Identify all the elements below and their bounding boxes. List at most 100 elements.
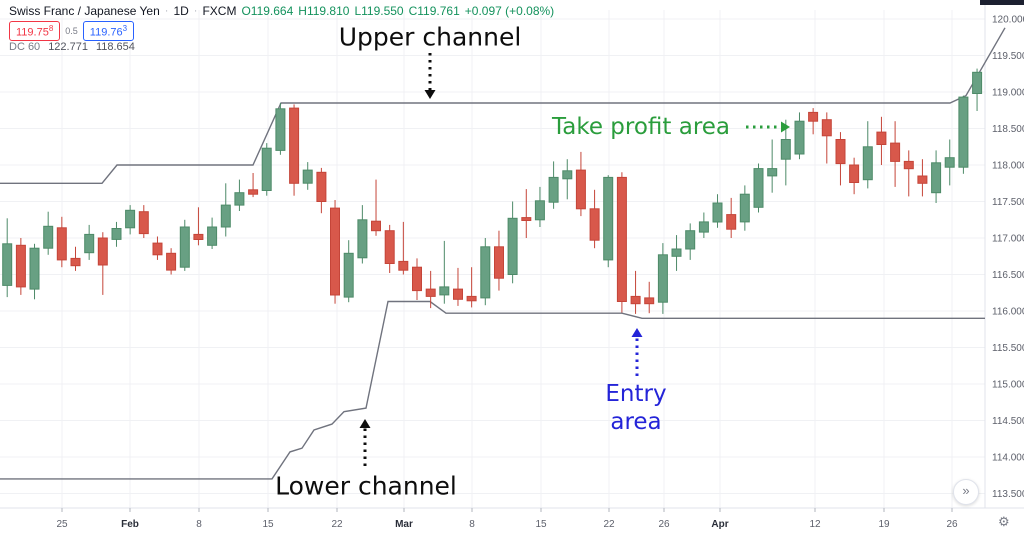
candle-up[interactable] — [548, 161, 559, 209]
candle-down[interactable] — [138, 205, 149, 238]
candle-up[interactable] — [958, 95, 969, 174]
time-axis-settings-gear-icon[interactable]: ⚙ — [998, 514, 1010, 529]
candle-up[interactable] — [753, 163, 764, 213]
candle-down[interactable] — [193, 207, 204, 246]
candle-body — [821, 119, 832, 137]
candle-body — [644, 297, 655, 305]
candle-body — [890, 142, 901, 162]
buy-button[interactable]: 119.763 — [82, 21, 135, 41]
candle-up[interactable] — [862, 121, 873, 189]
donchian-lower-line[interactable] — [0, 300, 985, 480]
candle-up[interactable] — [357, 205, 368, 264]
price-axis-label: 117.500 — [992, 197, 1024, 208]
candle-up[interactable] — [657, 243, 668, 314]
candle-down[interactable] — [616, 172, 627, 313]
candle-up[interactable] — [234, 179, 245, 211]
candle-down[interactable] — [289, 104, 300, 196]
candle-down[interactable] — [630, 270, 641, 314]
candle-up[interactable] — [480, 238, 491, 306]
candle-up[interactable] — [2, 218, 13, 298]
candle-body — [753, 168, 764, 208]
candle-down[interactable] — [330, 200, 340, 304]
separator-dot: · — [164, 5, 169, 17]
candle-up[interactable] — [944, 139, 955, 186]
candle-down[interactable] — [917, 159, 928, 197]
candle-up[interactable] — [767, 139, 778, 193]
candle-up[interactable] — [534, 186, 545, 227]
candle-down[interactable] — [152, 236, 163, 260]
candle-up[interactable] — [685, 223, 696, 260]
candle-down[interactable] — [453, 267, 463, 306]
candle-up[interactable] — [84, 224, 95, 260]
candle-up[interactable] — [794, 112, 805, 160]
candle-down[interactable] — [371, 179, 381, 236]
candle-body — [589, 208, 600, 241]
candle-down[interactable] — [644, 281, 655, 314]
lower-channel-annotation[interactable]: Lower channel — [275, 471, 457, 501]
candle-down[interactable] — [575, 151, 586, 217]
candle-up[interactable] — [111, 221, 122, 247]
candle-down[interactable] — [589, 189, 600, 249]
candle-up[interactable] — [698, 212, 709, 239]
candle-down[interactable] — [876, 116, 887, 165]
candle-body — [56, 227, 67, 261]
candle-up[interactable] — [343, 240, 354, 303]
candle-down[interactable] — [56, 216, 67, 268]
candle-up[interactable] — [671, 235, 682, 271]
candle-up[interactable] — [261, 143, 272, 196]
candle-up[interactable] — [972, 68, 983, 111]
candle-up[interactable] — [739, 185, 750, 231]
candle-down[interactable] — [166, 248, 177, 275]
exchange-label[interactable]: FXCM — [202, 4, 237, 18]
time-axis-label: 12 — [809, 519, 821, 530]
candle-up[interactable] — [603, 175, 614, 268]
entry-area-annotation[interactable]: Entry area — [605, 380, 666, 436]
upper-channel-annotation[interactable]: Upper channel — [338, 22, 522, 52]
candle-down[interactable] — [316, 167, 327, 214]
scroll-to-latest-button[interactable]: » — [953, 479, 979, 505]
candle-up[interactable] — [302, 162, 313, 190]
candle-down[interactable] — [412, 258, 422, 300]
sell-button[interactable]: 119.758 — [9, 21, 61, 41]
candle-body — [43, 225, 54, 249]
candle-down[interactable] — [384, 224, 395, 273]
indicator-name[interactable]: DC 60 — [9, 41, 41, 53]
candle-up[interactable] — [931, 150, 942, 203]
candle-down[interactable] — [821, 112, 832, 164]
candle-down[interactable] — [398, 221, 409, 275]
candle-up[interactable] — [207, 217, 218, 249]
candle-down[interactable] — [15, 238, 26, 295]
candle-down[interactable] — [494, 230, 504, 291]
candle-up[interactable] — [439, 240, 450, 304]
candle-down[interactable] — [835, 132, 846, 186]
candle-up[interactable] — [507, 201, 518, 284]
candle-up[interactable] — [275, 103, 286, 155]
candle-down[interactable] — [849, 157, 860, 195]
candle-down[interactable] — [890, 121, 901, 187]
candle-body — [944, 157, 955, 168]
candle-body — [767, 168, 778, 177]
candle-down[interactable] — [425, 270, 436, 309]
candle-up[interactable] — [125, 205, 136, 235]
candle-up[interactable] — [712, 194, 723, 228]
candle-down[interactable] — [466, 267, 477, 308]
candle-down[interactable] — [808, 108, 819, 135]
price-axis-label: 114.500 — [992, 416, 1024, 427]
candle-up[interactable] — [780, 119, 791, 186]
candle-down[interactable] — [726, 197, 737, 238]
candle-up[interactable] — [179, 219, 190, 271]
candle-up[interactable] — [220, 183, 231, 237]
take-profit-annotation[interactable]: Take profit area — [551, 114, 731, 140]
candle-down[interactable] — [70, 246, 81, 271]
spread-value: 0.5 — [65, 25, 78, 36]
candle-up[interactable] — [43, 211, 54, 255]
candle-down[interactable] — [521, 189, 532, 238]
candle-down[interactable] — [97, 232, 108, 295]
candle-up[interactable] — [562, 159, 573, 200]
symbol-title[interactable]: Swiss Franc / Japanese Yen — [9, 4, 160, 18]
candle-up[interactable] — [29, 243, 40, 300]
timeframe-label[interactable]: 1D — [173, 4, 189, 18]
candle-down[interactable] — [903, 150, 914, 197]
candle-down[interactable] — [248, 173, 259, 198]
